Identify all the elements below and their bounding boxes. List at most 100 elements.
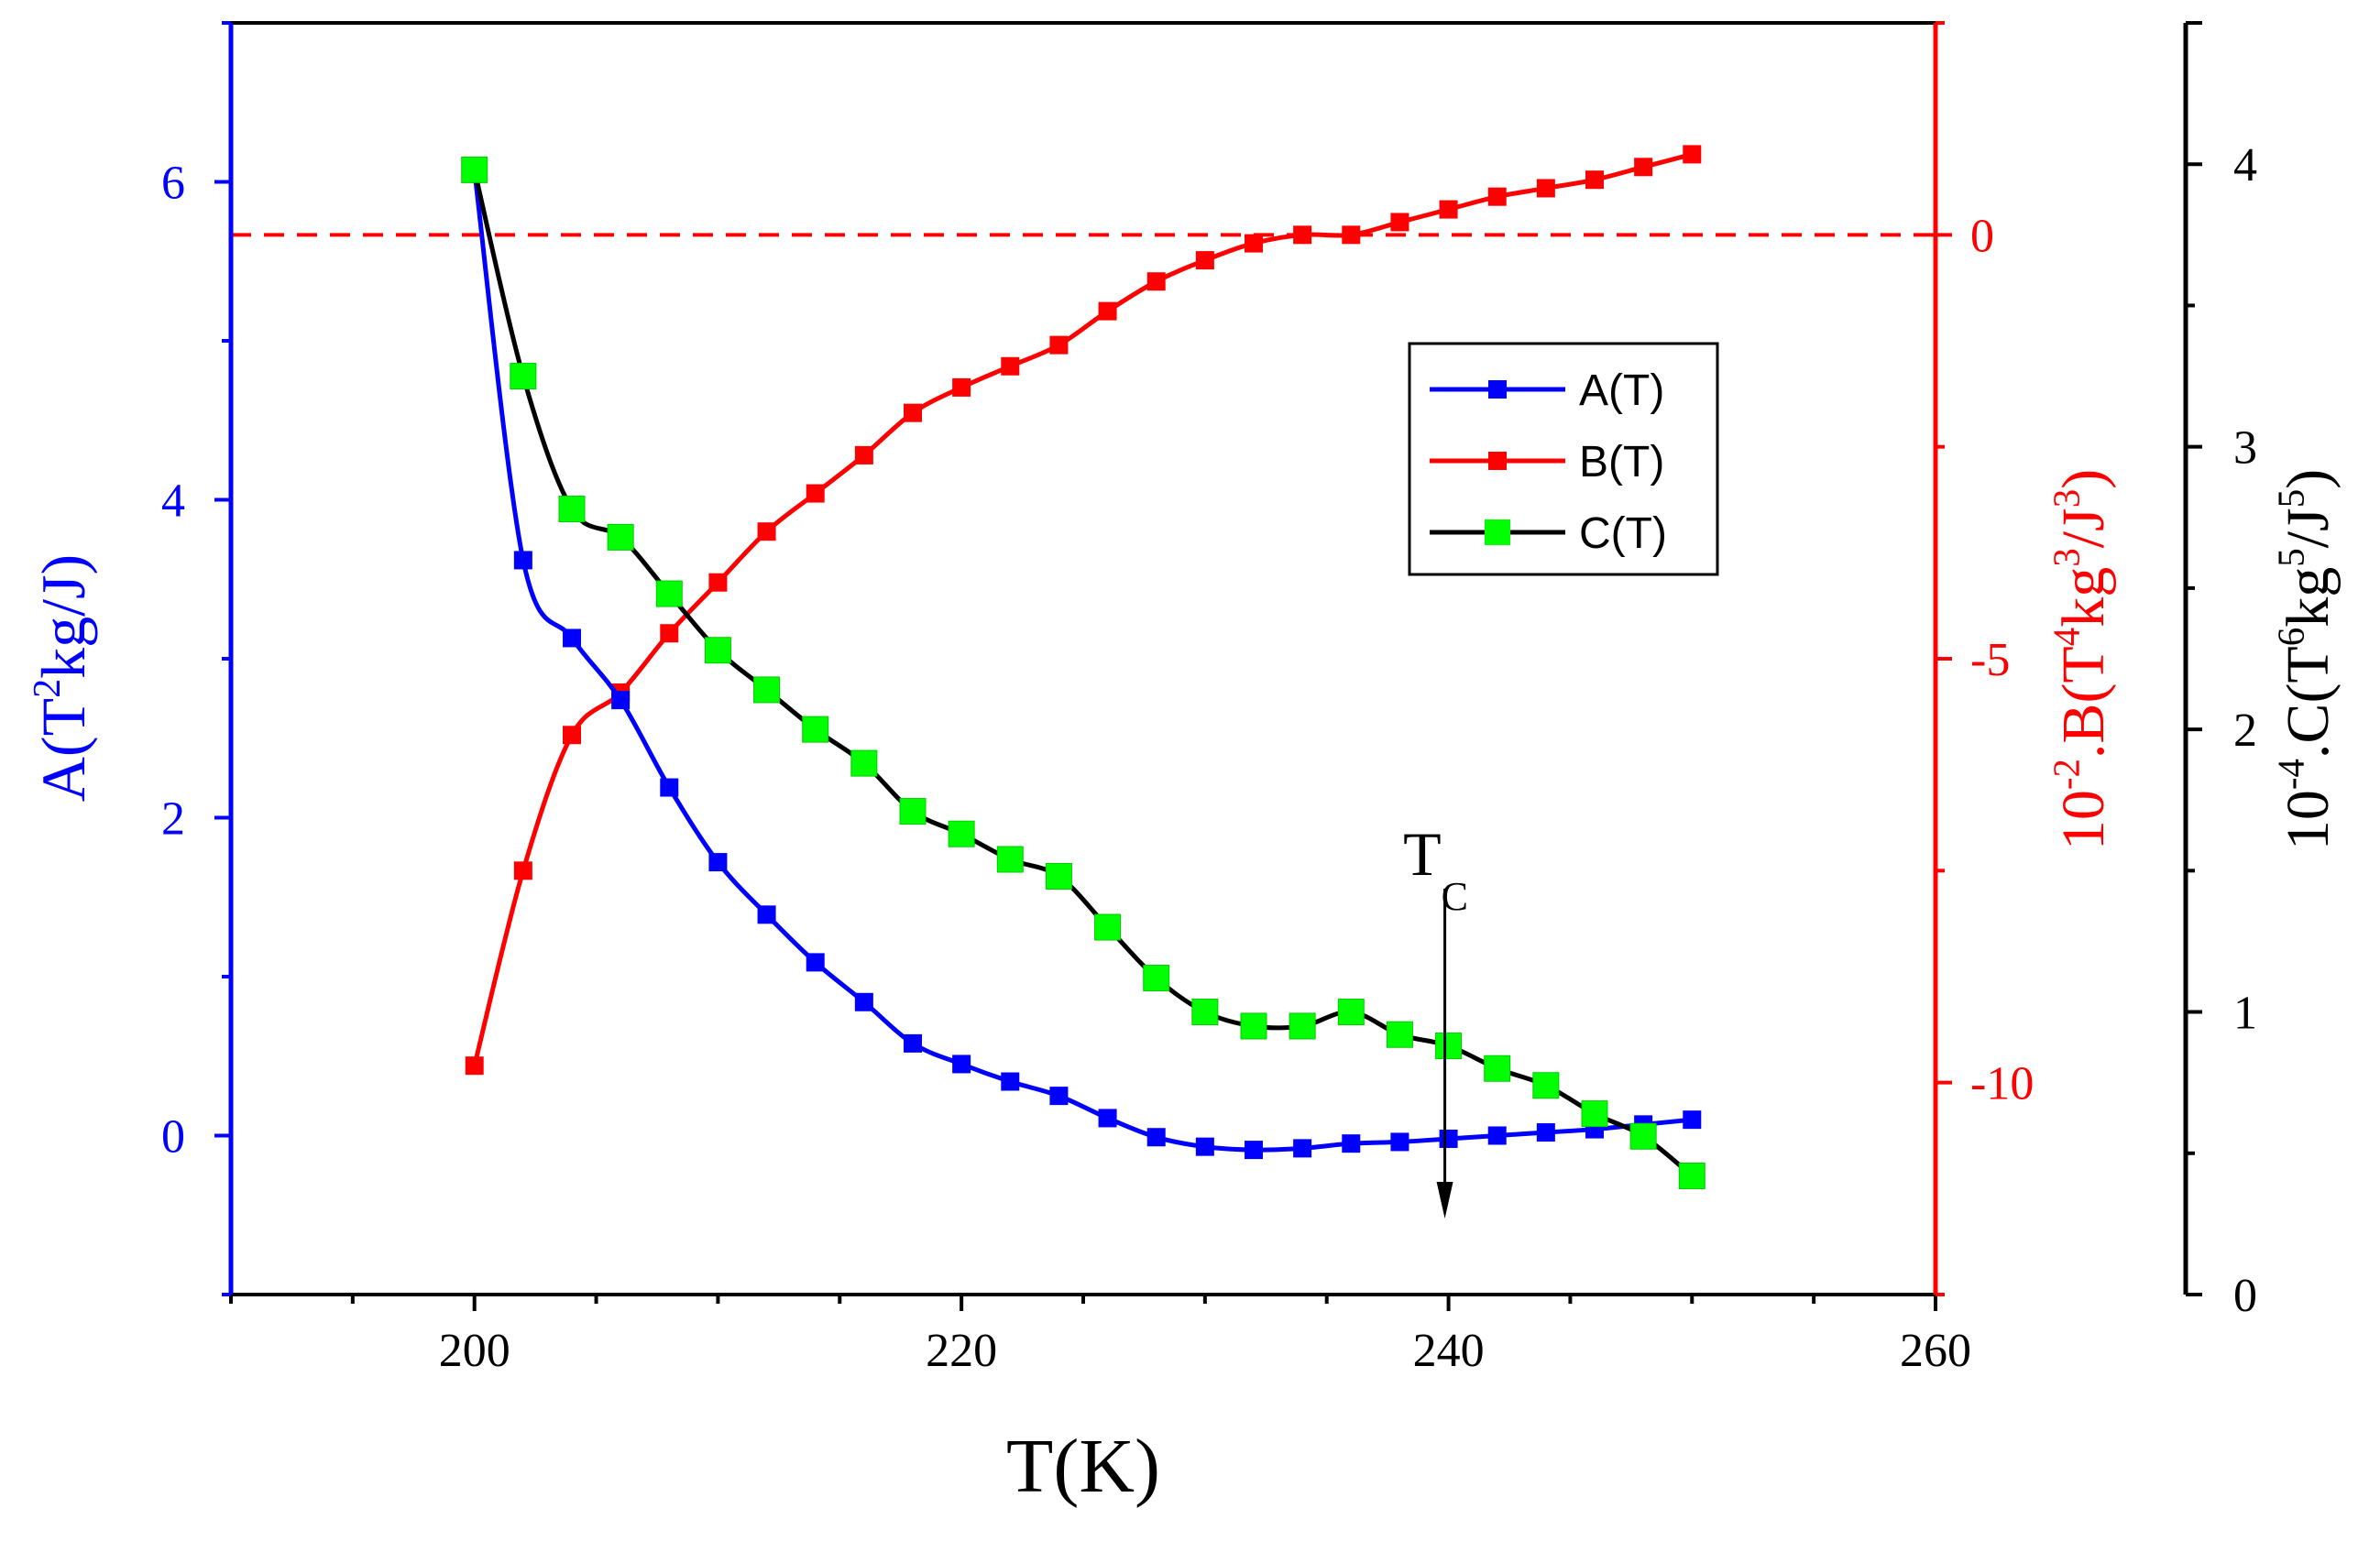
- series-a-point: [611, 691, 631, 710]
- legend-marker-a: [1488, 380, 1507, 399]
- series-a-point: [1098, 1109, 1117, 1128]
- series-a-point: [1439, 1129, 1458, 1148]
- c-tick-label: 0: [2233, 1270, 2257, 1322]
- series-b-point: [1146, 272, 1166, 291]
- series-a-point: [1536, 1123, 1555, 1142]
- series-b-point: [1293, 225, 1312, 245]
- series-b: [465, 145, 1702, 1076]
- series-a-point: [952, 1055, 971, 1074]
- series-a-point: [513, 551, 532, 570]
- series-c-point: [1435, 1033, 1463, 1060]
- tc-arrow-head: [1436, 1182, 1453, 1219]
- series-b-point: [1098, 301, 1117, 321]
- series-c-point: [510, 363, 537, 390]
- legend-label-a: A(T): [1579, 366, 1664, 415]
- series-b-point: [1049, 335, 1069, 355]
- a-tick-label: 2: [161, 793, 185, 846]
- series-c-point: [558, 496, 586, 523]
- a-tick-label: 4: [161, 475, 185, 528]
- series-b-point: [513, 861, 532, 880]
- series-b-point: [1487, 187, 1507, 206]
- series-b-point: [1001, 356, 1020, 376]
- series-a-point: [563, 628, 581, 648]
- tc-label: TC: [1403, 819, 1468, 919]
- series-b-point: [1683, 145, 1702, 164]
- c-tick-label: 4: [2233, 139, 2257, 191]
- series-c-point: [1094, 913, 1122, 941]
- series-a-point: [708, 853, 728, 872]
- series-b-point: [904, 403, 922, 422]
- series-c-point: [996, 846, 1024, 873]
- series-b-point: [757, 522, 776, 541]
- b-axis-title: 10-2.B(T4kg3/J3): [2046, 469, 2117, 850]
- series-a-point: [660, 778, 679, 797]
- series-layer: [461, 145, 1705, 1189]
- series-c-point: [1045, 863, 1072, 891]
- series-b-line: [472, 152, 1693, 1066]
- series-a-point: [904, 1033, 922, 1053]
- series-c-point: [1629, 1122, 1657, 1150]
- series-c-point: [802, 716, 829, 743]
- series-b-point: [952, 377, 971, 397]
- series-b-point: [1342, 225, 1361, 245]
- x-tick-label: 260: [1900, 1325, 1971, 1377]
- series-a-point: [1245, 1141, 1263, 1160]
- series-a-point: [1146, 1128, 1166, 1147]
- c-tick-label: 3: [2233, 422, 2257, 475]
- series-c-point: [655, 580, 683, 607]
- series-c-point: [607, 523, 634, 551]
- series-c-point: [753, 676, 781, 704]
- series-a-point: [1487, 1126, 1507, 1145]
- c-tick-label: 2: [2233, 705, 2257, 757]
- legend-label-c: C(T): [1579, 509, 1667, 558]
- series-b-point: [1585, 170, 1604, 190]
- legend: A(T) B(T) C(T): [1408, 342, 1719, 576]
- a-tick-label: 0: [161, 1111, 185, 1164]
- y-axis-b: -10 -5 0 10-2.B(T4kg3/J3): [1933, 21, 2117, 1296]
- series-b-point: [465, 1056, 484, 1076]
- x-axis-title: T(K): [1006, 1424, 1160, 1509]
- series-c-point: [1484, 1055, 1511, 1082]
- series-a-point: [757, 905, 776, 924]
- series-c-point: [899, 798, 927, 825]
- b-tick-label: 0: [1970, 210, 1994, 262]
- series-c-point: [704, 637, 731, 664]
- series-b-point: [806, 484, 825, 503]
- series-a-point: [806, 953, 825, 972]
- series-b-point: [1634, 158, 1653, 177]
- series-c: [461, 156, 1705, 1189]
- legend-label-b: B(T): [1579, 438, 1664, 486]
- series-c-point: [1337, 999, 1365, 1026]
- series-b-point: [1245, 234, 1263, 253]
- series-c-point: [1678, 1162, 1705, 1189]
- y-axis-a: 0 2 4 6 A(T2kg/J): [26, 21, 234, 1296]
- a-axis-title: A(T2kg/J): [26, 554, 98, 802]
- series-a-point: [1195, 1137, 1214, 1156]
- series-a-point: [1049, 1087, 1069, 1106]
- series-a-point: [854, 992, 873, 1011]
- series-a-point: [1293, 1139, 1312, 1158]
- series-a-point: [1683, 1110, 1702, 1130]
- c-axis-title: 10-4.C(T6kg5/J5): [2271, 469, 2342, 850]
- a-tick-label: 6: [161, 158, 185, 210]
- b-tick-label: -10: [1970, 1058, 2034, 1110]
- series-c-point: [850, 749, 878, 777]
- series-b-point: [1439, 200, 1458, 219]
- c-tick-label: 1: [2233, 988, 2257, 1040]
- series-c-point: [1386, 1021, 1413, 1048]
- series-c-point: [1240, 1012, 1267, 1040]
- series-b-point: [1390, 213, 1409, 232]
- series-c-point: [461, 156, 488, 183]
- x-tick-label: 200: [439, 1325, 510, 1377]
- b-tick-label: -5: [1970, 634, 2010, 686]
- series-b-point: [563, 726, 581, 745]
- series-b-point: [1536, 179, 1555, 198]
- series-a-point: [1342, 1134, 1361, 1153]
- series-c-point: [1289, 1012, 1316, 1040]
- series-a-point: [1390, 1132, 1409, 1152]
- series-a-point: [1001, 1072, 1020, 1091]
- legend-marker-b: [1488, 452, 1507, 470]
- x-tick-label: 220: [926, 1325, 997, 1377]
- series-c-point: [948, 820, 975, 847]
